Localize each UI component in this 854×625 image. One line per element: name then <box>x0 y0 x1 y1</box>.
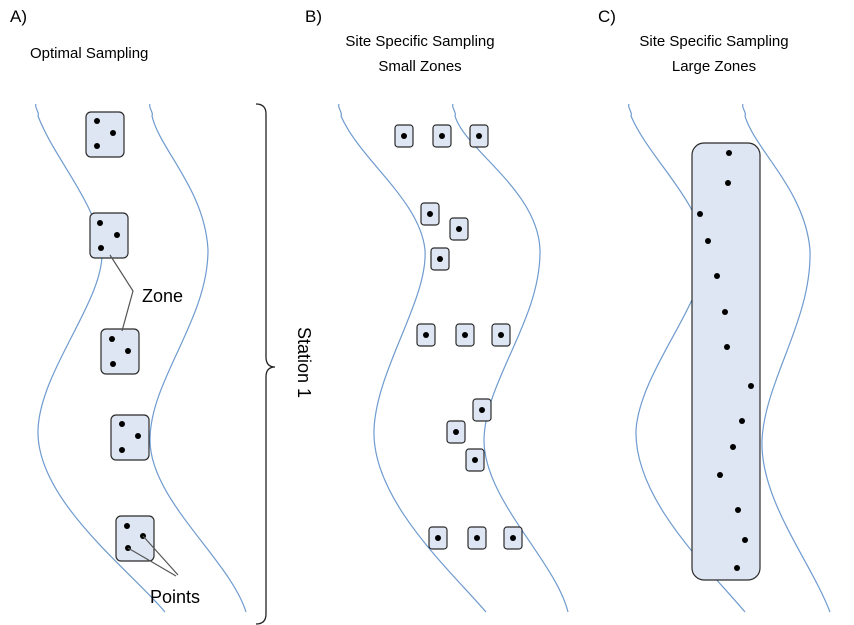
sample-point <box>714 273 720 279</box>
sample-point <box>437 256 443 262</box>
sample-point <box>423 332 429 338</box>
sample-point <box>742 537 748 543</box>
points-callout-line <box>142 535 179 576</box>
small-zone-box <box>472 398 492 422</box>
small-zone-box <box>455 323 475 347</box>
small-zone-box <box>432 124 452 148</box>
points-callout-line <box>127 547 177 577</box>
sample-point <box>94 143 100 149</box>
sample-point <box>119 421 125 427</box>
sample-point <box>119 447 125 453</box>
small-zone-box <box>469 124 489 148</box>
station-bracket <box>255 103 276 625</box>
sample-point <box>476 133 482 139</box>
small-zone-box <box>449 217 469 241</box>
river-bank-c-right <box>741 103 831 613</box>
river-bank-a-left <box>34 103 166 613</box>
sample-point <box>110 361 116 367</box>
sample-point <box>734 565 740 571</box>
zone-callout-line <box>109 254 134 332</box>
sample-point <box>717 472 723 478</box>
small-zone-box <box>491 323 511 347</box>
sample-point <box>98 245 104 251</box>
sample-point <box>474 535 480 541</box>
zone-box <box>110 414 150 461</box>
river-bank-a-right <box>148 103 247 613</box>
small-zone-box <box>394 124 414 148</box>
sample-point <box>748 383 754 389</box>
sample-point <box>456 226 462 232</box>
sample-point <box>510 535 516 541</box>
sample-point <box>114 232 120 238</box>
panel-b-letter: B) <box>305 7 322 26</box>
sample-point <box>498 332 504 338</box>
sample-point <box>724 344 730 350</box>
sample-point <box>135 433 141 439</box>
panel-b-title-line2: Small Zones <box>378 58 461 75</box>
sample-point <box>125 348 131 354</box>
small-zone-box <box>428 526 448 550</box>
small-zone-box <box>503 526 523 550</box>
sample-point <box>401 133 407 139</box>
station-label: Station 1 <box>294 327 314 398</box>
zone-box <box>85 111 125 158</box>
sample-point <box>110 130 116 136</box>
points-label: Points <box>150 587 200 607</box>
panel-a-title: Optimal Sampling <box>30 45 148 62</box>
small-zone-box <box>465 448 485 472</box>
large-zone-box <box>691 142 761 581</box>
sample-point <box>722 309 728 315</box>
zone-box <box>89 212 129 259</box>
sample-point <box>462 332 468 338</box>
sample-point <box>472 457 478 463</box>
sample-point <box>730 444 736 450</box>
sample-point <box>427 211 433 217</box>
sample-point <box>124 523 130 529</box>
sample-point <box>435 535 441 541</box>
sample-point <box>109 336 115 342</box>
panel-c-letter: C) <box>598 7 616 26</box>
small-zone-box <box>446 420 466 444</box>
sample-point <box>439 133 445 139</box>
river-bank-b-right <box>451 103 569 613</box>
panel-c-title-line1: Site Specific Sampling <box>639 33 788 50</box>
sample-point <box>97 220 103 226</box>
panel-b-title-line1: Site Specific Sampling <box>345 33 494 50</box>
sample-point <box>705 238 711 244</box>
panel-a-letter: A) <box>10 7 27 26</box>
small-zone-box <box>416 323 436 347</box>
zone-label: Zone <box>142 286 183 306</box>
sample-point <box>735 507 741 513</box>
zone-box <box>100 328 140 375</box>
river-bank-b-left <box>337 103 487 613</box>
sample-point <box>479 407 485 413</box>
sample-point <box>453 429 459 435</box>
sample-point <box>725 180 731 186</box>
small-zone-box <box>467 526 487 550</box>
small-zone-box <box>430 247 450 271</box>
sample-point <box>739 418 745 424</box>
panel-c-title-line2: Large Zones <box>672 58 756 75</box>
sample-point <box>726 150 732 156</box>
sample-point <box>697 211 703 217</box>
zone-box <box>115 515 155 562</box>
small-zone-box <box>420 202 440 226</box>
sample-point <box>94 118 100 124</box>
